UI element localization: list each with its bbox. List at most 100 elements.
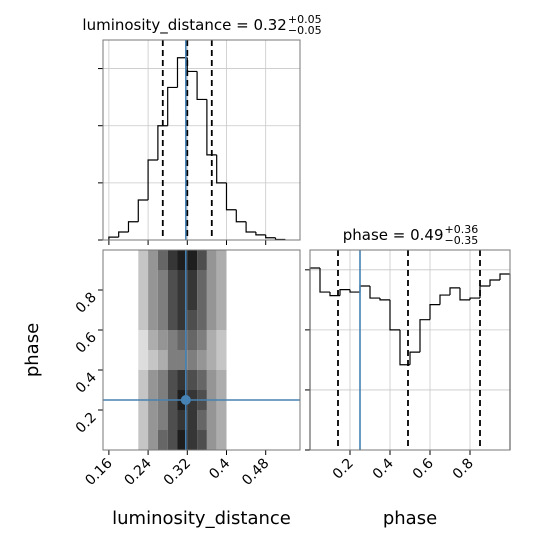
histogram-step: [459, 287, 470, 301]
density-cell: [197, 350, 207, 370]
density-cell: [177, 410, 188, 430]
x-tick-label: 0.4: [370, 455, 397, 482]
histogram-step: [235, 209, 247, 223]
x-axis-label: phase: [383, 508, 437, 529]
density-cell: [148, 310, 158, 330]
density-cell: [177, 290, 188, 310]
density-cell: [157, 330, 168, 350]
density-cell: [148, 430, 158, 450]
histogram-step: [499, 273, 510, 281]
density-cell: [148, 410, 158, 430]
x-tick-label: 0.48: [239, 456, 272, 489]
histogram-step: [147, 159, 158, 200]
density-cell: [216, 430, 227, 450]
density-cell: [216, 330, 227, 350]
density-cell: [206, 410, 217, 430]
histogram-step: [399, 329, 410, 366]
density-cell: [216, 310, 227, 330]
density-cell: [177, 270, 188, 290]
histogram-step: [196, 71, 207, 101]
density-cell: [148, 270, 158, 290]
histogram-step: [157, 125, 168, 160]
density-cell: [206, 350, 217, 370]
histogram-step: [108, 236, 119, 240]
histogram-step: [216, 154, 227, 184]
density-cell: [157, 370, 168, 390]
histogram-step: [319, 268, 330, 293]
histogram-step: [137, 199, 149, 222]
density-cell: [197, 370, 207, 390]
density-cell: [157, 430, 168, 450]
histogram-step: [225, 182, 237, 211]
density-cell: [197, 270, 207, 290]
density-cell: [206, 330, 217, 350]
density-cell: [187, 290, 198, 310]
density-cell: [206, 310, 217, 330]
density-cell: [157, 310, 168, 330]
plot-frame: [102, 249, 301, 451]
density-cell: [187, 350, 198, 370]
density-cell: [187, 250, 198, 270]
density-cell: [167, 270, 178, 290]
density-cell: [167, 310, 178, 330]
title-subscript: −0.05: [288, 24, 322, 37]
density-cell: [177, 310, 188, 330]
y-tick-label: 0.4: [73, 369, 100, 396]
histogram-step: [419, 319, 430, 353]
density-cell: [148, 350, 158, 370]
density-cell: [177, 330, 188, 350]
density-cell: [157, 270, 168, 290]
density-cell: [187, 370, 198, 390]
density-cell: [177, 430, 188, 450]
density-cell: [216, 270, 227, 290]
density-cell: [167, 350, 178, 370]
histogram-step: [409, 351, 420, 365]
plot-area: [310, 250, 510, 450]
density-cell: [157, 350, 168, 370]
histogram-step: [245, 221, 256, 233]
histogram-step: [469, 297, 480, 300]
y-tick-label: 0.6: [73, 329, 100, 356]
density-cell: [206, 430, 217, 450]
density-cell: [138, 370, 149, 390]
density-cell: [197, 250, 207, 270]
density-cell: [138, 350, 149, 370]
density-cell: [197, 310, 207, 330]
x-tick-label: 0.24: [122, 455, 155, 488]
title-superscript: +0.05: [288, 13, 322, 26]
histogram-step: [167, 86, 178, 126]
density-cell: [148, 330, 158, 350]
density-cell: [187, 270, 198, 290]
density-cell: [138, 310, 149, 330]
histogram-step: [265, 234, 276, 239]
density-cell: [187, 430, 198, 450]
plot-frame: [309, 249, 511, 451]
histogram-step: [118, 231, 129, 238]
density-cell: [177, 370, 188, 390]
density-cell: [138, 330, 149, 350]
histogram-step: [379, 298, 390, 301]
density-cell: [167, 410, 178, 430]
density-cell: [157, 250, 168, 270]
density-cell: [167, 290, 178, 310]
title-superscript: +0.36: [445, 223, 479, 236]
density-cell: [216, 410, 227, 430]
y-axis-label: phase: [22, 323, 43, 377]
density-cell: [177, 250, 188, 270]
density-cell: [167, 330, 178, 350]
density-cell: [206, 250, 217, 270]
y-tick-label: 0.2: [73, 410, 100, 437]
density-cell: [216, 290, 227, 310]
density-cell: [187, 410, 198, 430]
histogram-step: [206, 99, 217, 156]
density-cell: [138, 250, 149, 270]
histogram-step: [489, 279, 500, 287]
density-cell: [197, 410, 207, 430]
density-cell: [148, 370, 158, 390]
density-cell: [138, 290, 149, 310]
density-cell: [148, 250, 158, 270]
y-tick-label: 0.8: [73, 290, 100, 317]
density-cell: [148, 290, 158, 310]
histogram-step: [389, 299, 400, 331]
density-cell: [187, 310, 198, 330]
